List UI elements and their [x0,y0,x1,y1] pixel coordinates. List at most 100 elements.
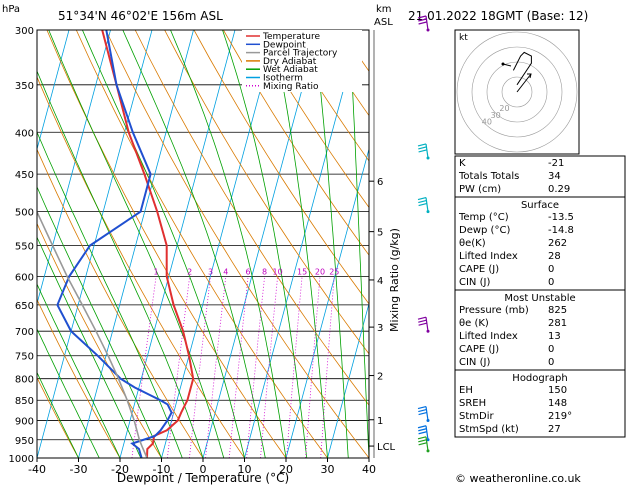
isotherm-line [327,302,369,458]
mixing-ratio-label: 3 [208,267,213,276]
wind-barb-flag [418,411,427,416]
mixing-ratio-label: 2 [187,267,192,276]
legend-label: Mixing Ratio [263,82,319,92]
pressure-tick-label: 750 [15,352,34,363]
index-key: Totals Totals [458,171,519,182]
pressure-tick-label: 700 [15,327,34,338]
pressure-tick-label: 600 [15,272,34,283]
wind-barb-flag [418,18,427,22]
km-unit-label: km [376,4,392,15]
index-key: CIN (J) [459,357,490,368]
dry-adiabat-line [252,30,369,209]
index-key: Pressure (mb) [459,305,529,316]
temp-tick-label: -30 [70,463,88,476]
wind-barb-flag [418,203,427,207]
mixing-ratio-line [246,276,265,458]
km-tick-label: 3 [377,323,383,334]
mixing-ratio-line [228,276,249,458]
km-tick-label: 4 [377,276,383,287]
index-panel: K -21 Totals Totals 34 PW (cm) 0.29 Surface Tem… [454,155,626,438]
wind-barb-staff [425,143,429,159]
index-key: StmDir [459,411,494,422]
index-key: Temp (°C) [458,212,509,223]
isotherm-line [37,30,111,306]
mixing-ratio-label: 20 [315,267,325,276]
index-box-title: Hodograph [512,373,567,384]
dry-adiabat-line [37,76,245,458]
km-tick-label: 6 [377,177,383,188]
wind-barb-flag [417,316,427,320]
hodograph-arrowhead [527,73,532,79]
wind-barb-flag [418,442,427,446]
hodograph-point [501,62,505,66]
index-key: CAPE (J) [459,344,499,355]
pressure-tick-label: 850 [15,396,34,407]
index-value: 27 [548,424,561,435]
dry-adiabat-line [37,148,204,458]
legend-box [242,30,362,92]
hodograph-ring [456,31,578,153]
index-value: -21 [548,158,564,169]
hodograph-ring-label: 40 [482,117,492,126]
wet-adiabat-line [37,131,183,458]
wind-barb-flag [417,436,427,440]
km-tick-label: LCL [377,442,396,453]
datetime-title: 21.01.2022 18GMT (Base: 12) [408,9,588,23]
wind-barb-flag [417,197,427,201]
index-value: 0 [548,344,554,355]
mixing-ratio-line [131,276,157,458]
dry-adiabat-line [46,30,287,458]
index-key: Lifted Index [459,251,518,262]
pressure-tick-label: 450 [15,170,34,181]
temp-tick-label: 0 [200,463,207,476]
x-axis-label: Dewpoint / Temperature (°C) [117,471,289,485]
legend-label: Dry Adiabat [263,57,317,67]
index-value: -13.5 [548,212,574,223]
mixing-ratio-label: 4 [223,267,228,276]
dry-adiabat-line [134,30,369,406]
legend-label: Wet Adiabat [263,65,318,75]
pressure-tick-label: 300 [15,26,34,37]
index-box-title: Most Unstable [504,293,575,304]
dry-adiabat-line [37,298,121,458]
km-axis: 1 2 3 4 5 6 LCL [369,30,396,458]
km-tick-label: 1 [377,416,383,427]
isotherm-line [202,30,319,458]
index-value: -14.8 [548,225,574,236]
temp-tick-label: -10 [153,463,171,476]
wet-adiabat-line [48,30,225,458]
hodograph-unit: kt [459,33,468,43]
hodograph-trace [512,51,532,86]
series-dewpoint [56,30,173,458]
legend-label: Temperature [262,32,320,42]
isotherm-line [119,30,236,458]
wet-adiabat-line [37,283,121,458]
temp-tick-label: 30 [321,463,335,476]
hodograph-ring-label: 30 [491,111,501,120]
wind-barb-flag [418,21,427,25]
mixing-ratio-line [189,276,211,458]
series-parcel-trajectory [37,210,148,458]
wind-barb-flag [418,200,427,204]
index-key: EH [459,385,473,396]
mixing-ratio-label: 25 [329,267,339,276]
wind-barb-base [426,28,430,32]
mixing-ratio-labels: 1 2 3 4 6 8 10 15 20 25 [154,267,340,276]
index-value: 150 [548,385,567,396]
profile-lines [37,30,195,458]
index-value: 28 [548,251,561,262]
wet-adiabat-line [37,185,162,458]
isotherm-line [37,30,70,151]
hpa-unit-label: hPa [2,4,20,15]
mixing-ratio-line [305,276,321,458]
wind-barb-staff [425,15,429,31]
wind-barb-flag [417,15,427,19]
pressure-tick-label: 650 [15,301,34,312]
wind-barb-flag [417,143,427,147]
temperature-axis: -40 -30 -20 -10 0 10 20 30 40 [28,458,376,476]
pressure-tick-label: 400 [15,128,34,139]
isotherm-line [244,30,360,458]
mixing-ratio-label: 10 [273,267,283,276]
dry-adiabat-line [37,376,79,458]
